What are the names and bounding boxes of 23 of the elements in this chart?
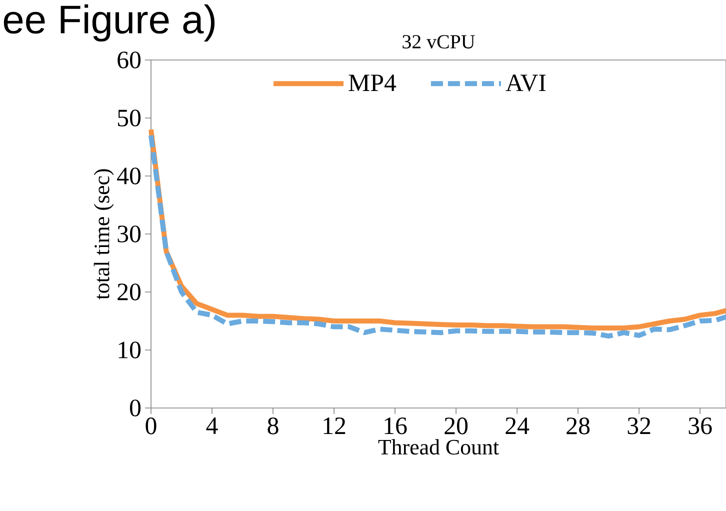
x-tick-label: 36 bbox=[688, 418, 712, 434]
x-tick-label: 32 bbox=[628, 418, 650, 434]
y-tick-label: 20 bbox=[118, 284, 141, 300]
x-tick-label: 24 bbox=[506, 418, 530, 434]
x-tick-label: 16 bbox=[384, 418, 407, 434]
x-tick-label: 8 bbox=[268, 418, 278, 434]
y-tick-label: 40 bbox=[117, 168, 141, 184]
x-tick-label: 28 bbox=[566, 418, 590, 434]
legend-label: AVI bbox=[506, 74, 546, 92]
text: ee Figure a) bbox=[4, 4, 215, 42]
y-tick-label: 0 bbox=[130, 400, 141, 416]
x-axis-title: Thread Count bbox=[378, 439, 499, 455]
y-axis-title: total time (sec) bbox=[94, 169, 114, 300]
y-tick-label: 60 bbox=[118, 52, 141, 68]
x-tick-label: 0 bbox=[146, 418, 156, 434]
y-tick-label: 30 bbox=[118, 226, 141, 242]
x-tick-label: 12 bbox=[324, 418, 346, 434]
legend-label: MP4 bbox=[348, 74, 396, 92]
y-tick-label: 50 bbox=[118, 110, 141, 126]
chart-title: 32 vCPU bbox=[402, 35, 475, 48]
y-tick-label: 10 bbox=[118, 342, 141, 358]
x-tick-label: 4 bbox=[206, 418, 218, 434]
x-tick-label: 20 bbox=[444, 418, 468, 434]
